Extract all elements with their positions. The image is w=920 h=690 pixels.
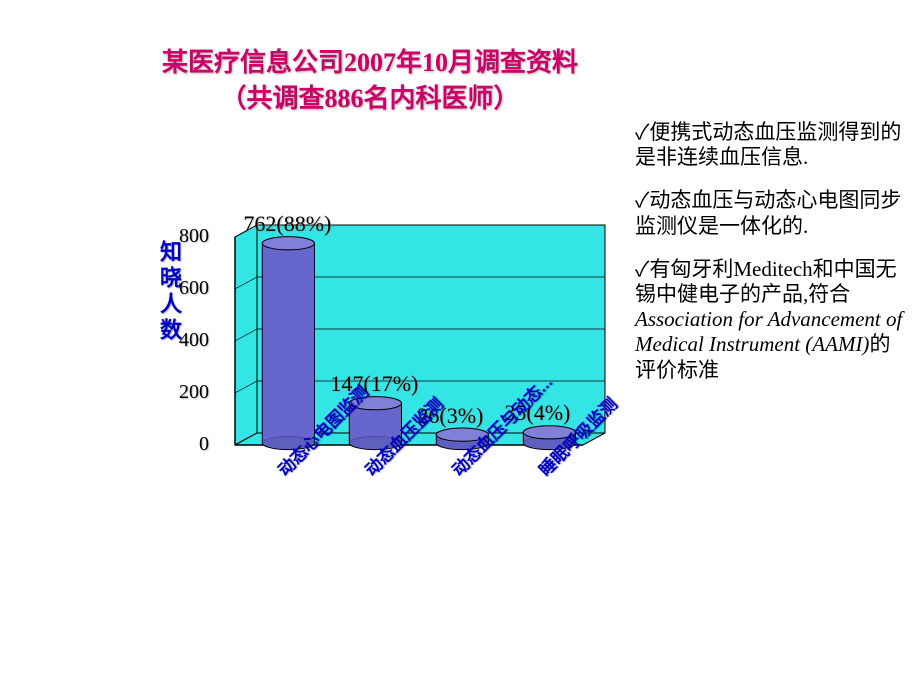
y-tick-label: 400 — [165, 329, 209, 352]
chart-title: 某医疗信息公司2007年10月调查资料 （共调查886名内科医师） — [120, 45, 620, 118]
side-note-item: ✓动态血压与动态心电图同步监测仪是一体化的. — [635, 188, 905, 238]
side-note-item: ✓便携式动态血压监测得到的是非连续血压信息. — [635, 120, 905, 170]
y-tick-label: 200 — [165, 381, 209, 404]
y-tick-label: 600 — [165, 277, 209, 300]
side-notes: ✓便携式动态血压监测得到的是非连续血压信息. ✓动态血压与动态心电图同步监测仪是一… — [635, 120, 905, 401]
title-line2: （共调查886名内科医师） — [120, 81, 620, 117]
title-line1: 某医疗信息公司2007年10月调查资料 — [120, 45, 620, 81]
y-tick-label: 800 — [165, 225, 209, 248]
bar-data-label: 762(88%) — [243, 211, 331, 237]
side-note-item: ✓有匈牙利Meditech和中国无锡中健电子的产品,符合Association … — [635, 257, 905, 383]
y-tick-label: 0 — [165, 433, 209, 456]
